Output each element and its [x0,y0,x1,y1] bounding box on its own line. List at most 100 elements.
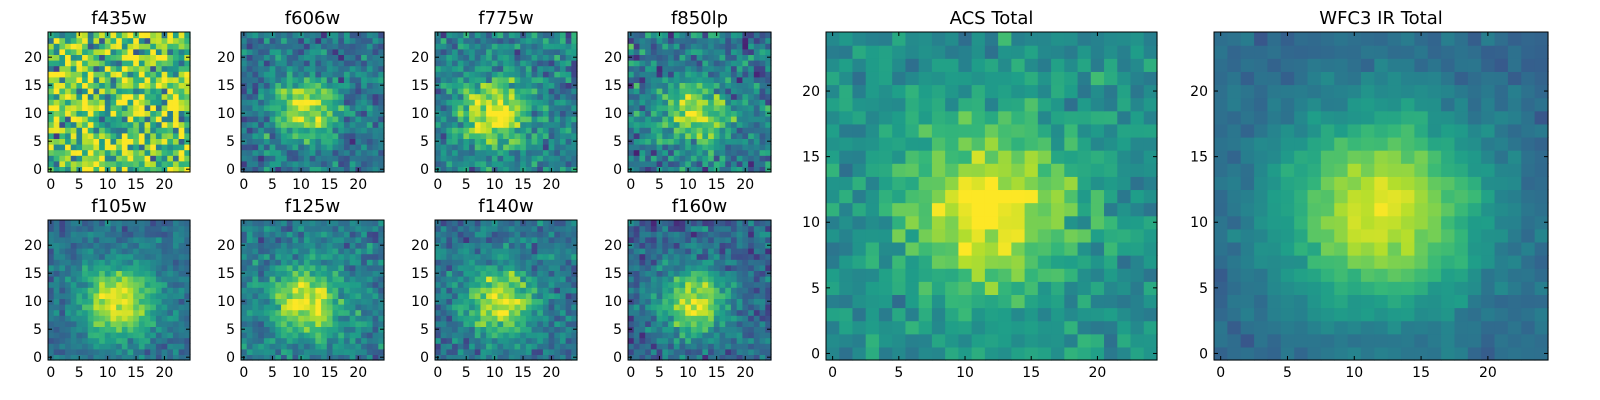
heatmap-cell [645,315,652,322]
heatmap-cell [497,127,504,134]
heatmap-cell [440,116,447,123]
heatmap-cell [286,231,294,238]
heatmap-cell [508,144,516,151]
heatmap-cell [184,132,191,139]
heatmap-cell [76,132,83,139]
heatmap-cell [275,32,282,39]
heatmap-cell [241,104,248,111]
heatmap-cell [65,71,72,78]
heatmap-cell [463,248,470,255]
heatmap-cell [172,138,180,145]
heatmap-cell [650,138,658,145]
heatmap-cell [537,320,544,327]
heatmap-cell [355,116,362,123]
heatmap-cell [480,320,487,327]
heatmap-cell [150,32,157,39]
heatmap-cell [645,65,652,72]
heatmap-cell [753,127,761,134]
heatmap-cell [326,343,334,350]
heatmap-cell [497,37,504,44]
heatmap-cell [474,82,482,89]
heatmap-cell [366,37,374,44]
x-tick-label: 15 [514,177,532,193]
heatmap-cell [48,93,55,100]
heatmap-cell [70,343,77,350]
heatmap-cell [628,276,635,283]
heatmap-cell [378,155,385,162]
heatmap-cell [65,225,72,232]
heatmap-cell [497,132,504,139]
heatmap-cell [440,281,447,288]
heatmap-cell [286,110,294,117]
heatmap-cell [121,348,129,355]
heatmap-cell [673,144,681,151]
heatmap-cell [93,348,100,355]
heatmap-cell [525,160,533,167]
heatmap-cell [138,93,146,100]
heatmap-cell [480,110,487,117]
heatmap-cell [172,326,180,333]
heatmap-cell [548,332,555,339]
heatmap-cell [531,320,538,327]
heatmap-cell [155,32,163,39]
heatmap-cell [281,65,288,72]
heatmap-cell [252,309,259,316]
heatmap-cell [48,225,55,232]
heatmap-cell [99,253,106,260]
heatmap-cell [679,160,686,167]
heatmap-cell [525,354,533,361]
heatmap-cell [167,149,174,156]
heatmap-cell [53,236,60,243]
heatmap-cell [474,127,482,134]
heatmap-cell [542,304,550,311]
heatmap-cell [150,37,157,44]
heatmap-cell [93,253,100,260]
heatmap-cell [241,76,248,83]
heatmap-cell [161,116,168,123]
heatmap-cell [639,65,646,72]
heatmap-cell [696,127,703,134]
heatmap-cell [138,270,146,277]
heatmap-cell [372,138,379,145]
heatmap-cell [508,155,516,162]
heatmap-cell [440,32,447,39]
y-tick-label: 20 [217,50,235,66]
heatmap-cell [338,116,345,123]
heatmap-cell [315,304,322,311]
heatmap-cell [70,287,77,294]
heatmap-cell [281,332,288,339]
heatmap-cell [150,138,157,145]
heatmap-cell [725,276,732,283]
heatmap-cell [343,60,351,67]
heatmap-cell [480,37,487,44]
heatmap-cell [48,281,55,288]
heatmap-cell [338,287,345,294]
heatmap-cell [708,110,715,117]
heatmap-cell [531,264,538,271]
heatmap-cell [463,65,470,72]
heatmap-cell [116,287,123,294]
heatmap-cell [719,298,726,305]
heatmap-cell [548,93,555,100]
heatmap-cell [633,88,641,95]
heatmap-cell [246,309,254,316]
heatmap-cell [656,298,663,305]
heatmap-cell [463,48,470,55]
heatmap-cell [167,225,174,232]
heatmap-cell [298,332,305,339]
heatmap-cell [252,132,259,139]
heatmap-cell [178,220,185,227]
heatmap-cell [702,99,709,106]
heatmap-cell [258,93,265,100]
heatmap-cell [446,88,453,95]
heatmap-cell [150,259,157,266]
heatmap-cell [486,264,493,271]
heatmap-cell [542,37,550,44]
heatmap-cell [252,32,259,39]
heatmap-cell [508,298,516,305]
heatmap-cell [520,43,527,50]
heatmap-cell [70,65,77,72]
heatmap-cell [662,166,669,173]
heatmap-cell [349,93,356,100]
heatmap-cell [241,93,248,100]
